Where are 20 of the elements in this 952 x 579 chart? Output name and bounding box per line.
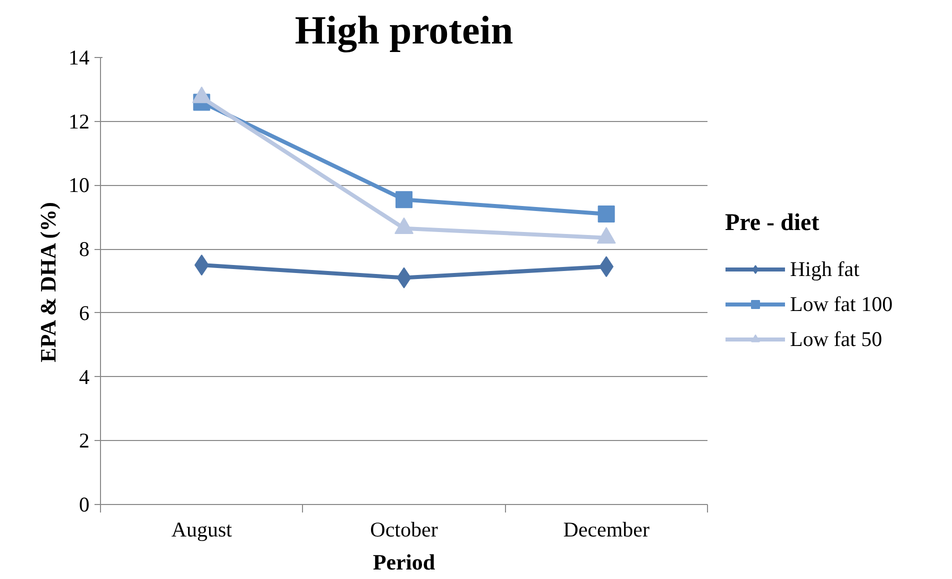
legend-label: Low fat 50 — [790, 326, 882, 352]
point — [598, 205, 615, 222]
x-tick-label: October — [370, 518, 438, 542]
x-axis-title: Period — [372, 550, 436, 574]
x-tick-label: August — [171, 518, 232, 542]
y-tick-label: 2 — [79, 428, 90, 453]
y-tick-label: 0 — [79, 492, 90, 516]
y-tick-label: 12 — [68, 109, 90, 134]
y-tick-label: 8 — [79, 237, 90, 262]
y-tick-label: 14 — [68, 46, 90, 70]
y-axis-title: EPA & DHA (%) — [36, 202, 60, 362]
x-tick-label: December — [563, 518, 650, 542]
legend-title: Pre - diet — [725, 210, 820, 236]
y-tick-label: 10 — [68, 173, 90, 198]
y-tick-label: 4 — [79, 364, 90, 389]
legend-label: High fat — [790, 256, 860, 282]
point — [396, 191, 412, 208]
chart-title: High protein — [294, 8, 514, 52]
y-tick-label: 6 — [79, 300, 90, 325]
legend-label: Low fat 100 — [790, 292, 893, 316]
